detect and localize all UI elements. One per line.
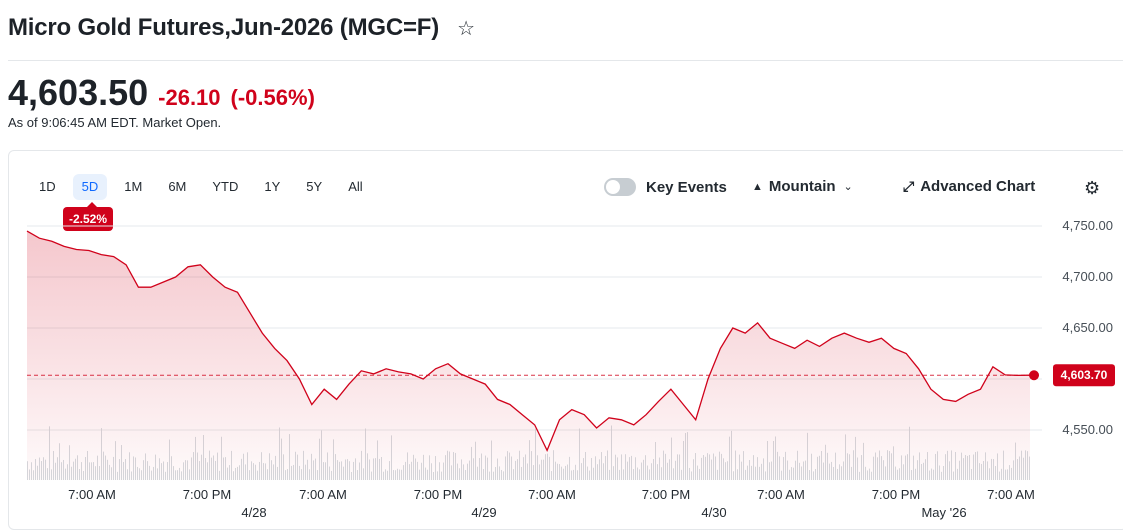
x-tick-label: 7:00 PM	[414, 487, 462, 502]
date-label: 4/30	[701, 505, 726, 520]
date-label: 4/28	[241, 505, 266, 520]
y-tick-label: 4,650.00	[1062, 320, 1113, 335]
page-title: Micro Gold Futures,Jun-2026 (MGC=F)	[8, 14, 440, 41]
range-tab-6m[interactable]: 6M	[168, 179, 187, 194]
range-tabs: 1D 5D 1M 6M YTD 1Y 5Y All	[30, 174, 380, 200]
range-tab-1m[interactable]: 1M	[124, 179, 143, 194]
x-tick-label: 7:00 AM	[987, 487, 1035, 502]
quote-row: 4,603.50 -26.10 (-0.56%)	[8, 72, 315, 114]
header-divider	[8, 60, 1123, 61]
mountain-icon: ▲	[752, 180, 763, 193]
area-fill	[27, 231, 1030, 480]
advanced-chart-label: Advanced Chart	[920, 178, 1036, 195]
x-tick-label: 7:00 AM	[757, 487, 805, 502]
range-tab-5d[interactable]: 5D	[72, 174, 108, 200]
range-change-badge: -2.52%	[63, 202, 114, 231]
quote-timestamp: As of 9:06:45 AM EDT. Market Open.	[8, 115, 222, 130]
y-tick-label: 4,700.00	[1062, 269, 1113, 284]
key-events-label: Key Events	[646, 178, 727, 196]
date-label: May '26	[921, 505, 966, 520]
price-line	[26, 230, 1031, 452]
expand-icon: ⤢	[903, 178, 915, 194]
x-tick-label: 7:00 PM	[183, 487, 231, 502]
gear-icon[interactable]: ⚙	[1084, 178, 1101, 198]
range-tab-5y[interactable]: 5Y	[306, 179, 323, 194]
y-tick-label: 4,750.00	[1062, 218, 1113, 233]
key-events-toggle[interactable]: Key Events	[604, 178, 727, 196]
toggle-knob	[606, 180, 620, 194]
range-tab-ytd[interactable]: YTD	[212, 179, 239, 194]
chart-type-label: Mountain	[768, 178, 836, 195]
chart-type-dropdown[interactable]: ▲ Mountain ⌄	[752, 178, 853, 195]
star-icon[interactable]: ☆	[457, 17, 475, 40]
x-tick-label: 7:00 AM	[299, 487, 347, 502]
x-tick-label: 7:00 PM	[872, 487, 920, 502]
x-tick-label: 7:00 PM	[642, 487, 690, 502]
current-price-label-bg	[1053, 364, 1115, 387]
title-row: Micro Gold Futures,Jun-2026 (MGC=F) ☆	[8, 14, 475, 42]
range-tab-1y[interactable]: 1Y	[264, 179, 281, 194]
advanced-chart-button[interactable]: ⤢ Advanced Chart	[903, 178, 1035, 195]
x-tick-label: 7:00 AM	[528, 487, 576, 502]
toggle-switch[interactable]	[604, 178, 636, 196]
current-price-dot	[1029, 370, 1039, 381]
chevron-down-icon: ⌄	[843, 181, 853, 193]
current-price-label: 4,603.70	[1061, 368, 1108, 382]
current-price: 4,603.50	[8, 72, 149, 113]
y-tick-label: 4,550.00	[1062, 422, 1113, 437]
x-tick-label: 7:00 AM	[68, 487, 116, 502]
range-tab-1d[interactable]: 1D	[39, 179, 56, 194]
price-change: -26.10	[158, 85, 221, 110]
date-label: 4/29	[471, 505, 496, 520]
range-tab-all[interactable]: All	[348, 179, 363, 194]
price-change-percent: (-0.56%)	[230, 85, 315, 110]
